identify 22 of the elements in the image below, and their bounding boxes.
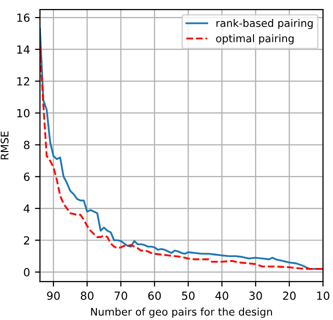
x-tick-label: 70 xyxy=(114,292,128,300)
legend-label: rank-based pairing xyxy=(216,18,313,30)
x-tick-label: 40 xyxy=(215,292,228,300)
y-tick-label: 6 xyxy=(24,172,30,181)
y-tick-label: 4 xyxy=(24,204,30,213)
y-tick-label: 10 xyxy=(17,108,30,118)
x-tick-label: 50 xyxy=(182,292,195,300)
legend-label: optimal pairing xyxy=(216,34,294,44)
y-tick-label: 16 xyxy=(17,14,30,22)
x-tick-label: 60 xyxy=(148,292,161,300)
x-tick-label: 80 xyxy=(80,292,94,300)
x-tick-label: 20 xyxy=(283,292,296,300)
x-tick-label: 30 xyxy=(249,292,262,300)
x-tick-label: 90 xyxy=(47,292,60,300)
y-tick-label: 12 xyxy=(17,77,30,86)
x-tick-label: 10 xyxy=(317,292,330,300)
y-tick-label: 0 xyxy=(24,268,30,276)
y-tick-label: 8 xyxy=(24,140,30,150)
y-axis-title: RMSE xyxy=(0,132,9,160)
x-axis-title: Number of geo pairs for the design xyxy=(91,308,272,318)
y-tick-label: 14 xyxy=(17,45,30,54)
y-tick-label: 2 xyxy=(24,236,30,244)
